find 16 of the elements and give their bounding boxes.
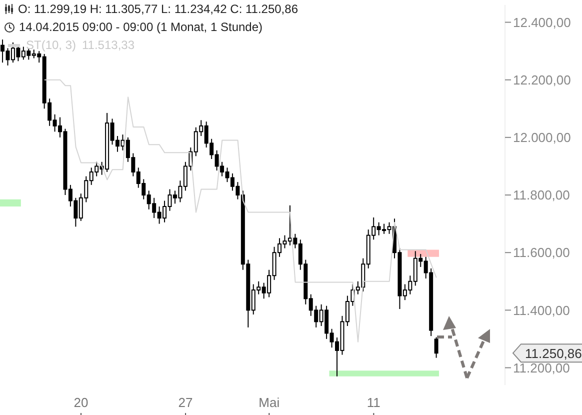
- x-tick-label: Mai: [258, 395, 280, 410]
- x-tick-label: 11: [366, 395, 380, 410]
- text: 11.250,86: [525, 346, 582, 362]
- y-tick-label: 12.200,00: [513, 72, 571, 88]
- candlestick: [434, 336, 438, 358]
- x-tick-label: 20: [74, 395, 88, 410]
- y-tick-label: 12.000,00: [513, 130, 571, 146]
- x-tick-label: 27: [178, 395, 193, 410]
- y-tick-label: 11.800,00: [513, 188, 570, 203]
- chart-title: O: 11.299,19 H: 11.305,77 L: 11.234,42 C: 11.250,86: [18, 2, 298, 16]
- line-series: [44, 79, 437, 342]
- y-tick-label: 11.400,00: [513, 302, 570, 318]
- y-tick-label: 12.400,00: [513, 14, 571, 30]
- y-tick-label: 11.600,00: [513, 245, 570, 260]
- text: 14.04.2015 09:00 - 09:00 (1 Monat, 1 Stunde): [19, 20, 263, 34]
- y-tick-label: 11.200,00: [513, 360, 570, 376]
